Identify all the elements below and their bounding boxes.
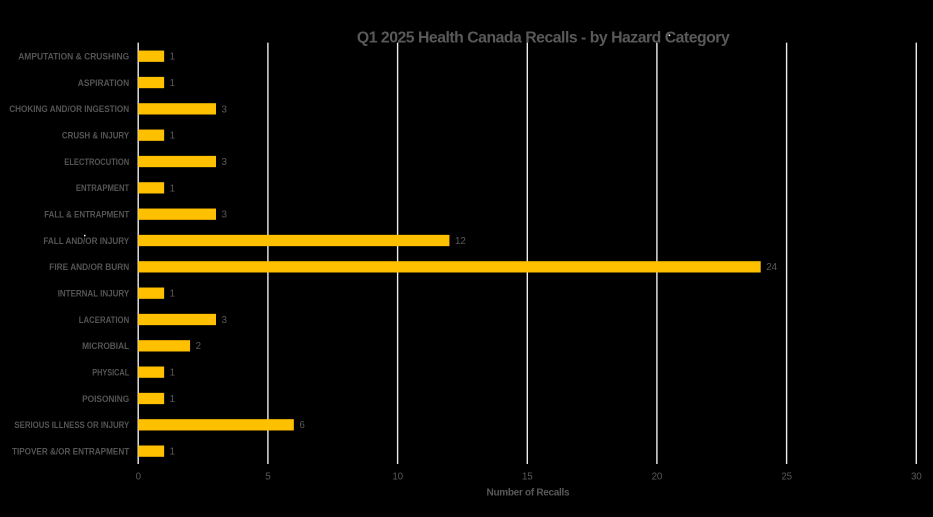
svg-text:3: 3 [222,104,228,115]
svg-text:MICROBIAL: MICROBIAL [82,341,130,351]
svg-text:ENTRAPMENT: ENTRAPMENT [76,183,130,193]
svg-text:6: 6 [299,420,305,431]
svg-text:FIRE AND/OR BURN: FIRE AND/OR BURN [49,262,129,272]
svg-text:3: 3 [222,157,228,168]
svg-text:30: 30 [911,472,922,483]
svg-text:0: 0 [136,472,142,483]
svg-text:24: 24 [766,262,777,273]
svg-text:Q1 2025 Health Canada Recalls: Q1 2025 Health Canada Recalls - by Hazar… [357,30,730,47]
svg-text:ELECTROCUTION: ELECTROCUTION [64,157,129,167]
svg-text:10: 10 [392,472,403,483]
svg-text:3: 3 [222,315,228,326]
svg-text:12: 12 [455,236,466,247]
svg-text:3: 3 [222,210,228,221]
svg-text:1: 1 [170,78,175,89]
svg-text:CRUSH & INJURY: CRUSH & INJURY [62,130,129,140]
svg-text:Number of Recalls: Number of Recalls [487,487,570,498]
svg-text:FALL AND/OR INJURY: FALL AND/OR INJURY [43,236,129,246]
svg-text:1: 1 [170,52,175,63]
svg-text:POISONING: POISONING [82,394,129,404]
svg-text:1: 1 [170,131,175,142]
svg-text:FALL & ENTRAPMENT: FALL & ENTRAPMENT [44,209,129,219]
svg-text:5: 5 [265,472,271,483]
svg-text:AMPUTATION & CRUSHING: AMPUTATION & CRUSHING [18,52,129,62]
svg-text:1: 1 [170,289,175,300]
svg-text:LACERATION: LACERATION [79,315,129,325]
svg-text:15: 15 [522,472,533,483]
svg-text:1: 1 [170,183,175,194]
svg-text:INTERNAL INJURY: INTERNAL INJURY [58,288,130,298]
svg-text:1: 1 [170,368,175,379]
svg-text:SERIOUS ILLNESS OR INJURY: SERIOUS ILLNESS OR INJURY [14,420,129,430]
svg-text:PHYSICAL: PHYSICAL [92,367,129,377]
svg-text:ASPIRATION: ASPIRATION [78,78,129,88]
svg-text:TIPOVER &/OR ENTRAPMENT: TIPOVER &/OR ENTRAPMENT [12,446,130,456]
svg-text:25: 25 [781,472,792,483]
svg-text:20: 20 [652,472,663,483]
svg-text:1: 1 [170,447,175,458]
svg-text:1: 1 [170,394,175,405]
svg-text:2: 2 [196,341,201,352]
svg-text:CHOKING AND/OR INGESTION: CHOKING AND/OR INGESTION [9,104,129,114]
